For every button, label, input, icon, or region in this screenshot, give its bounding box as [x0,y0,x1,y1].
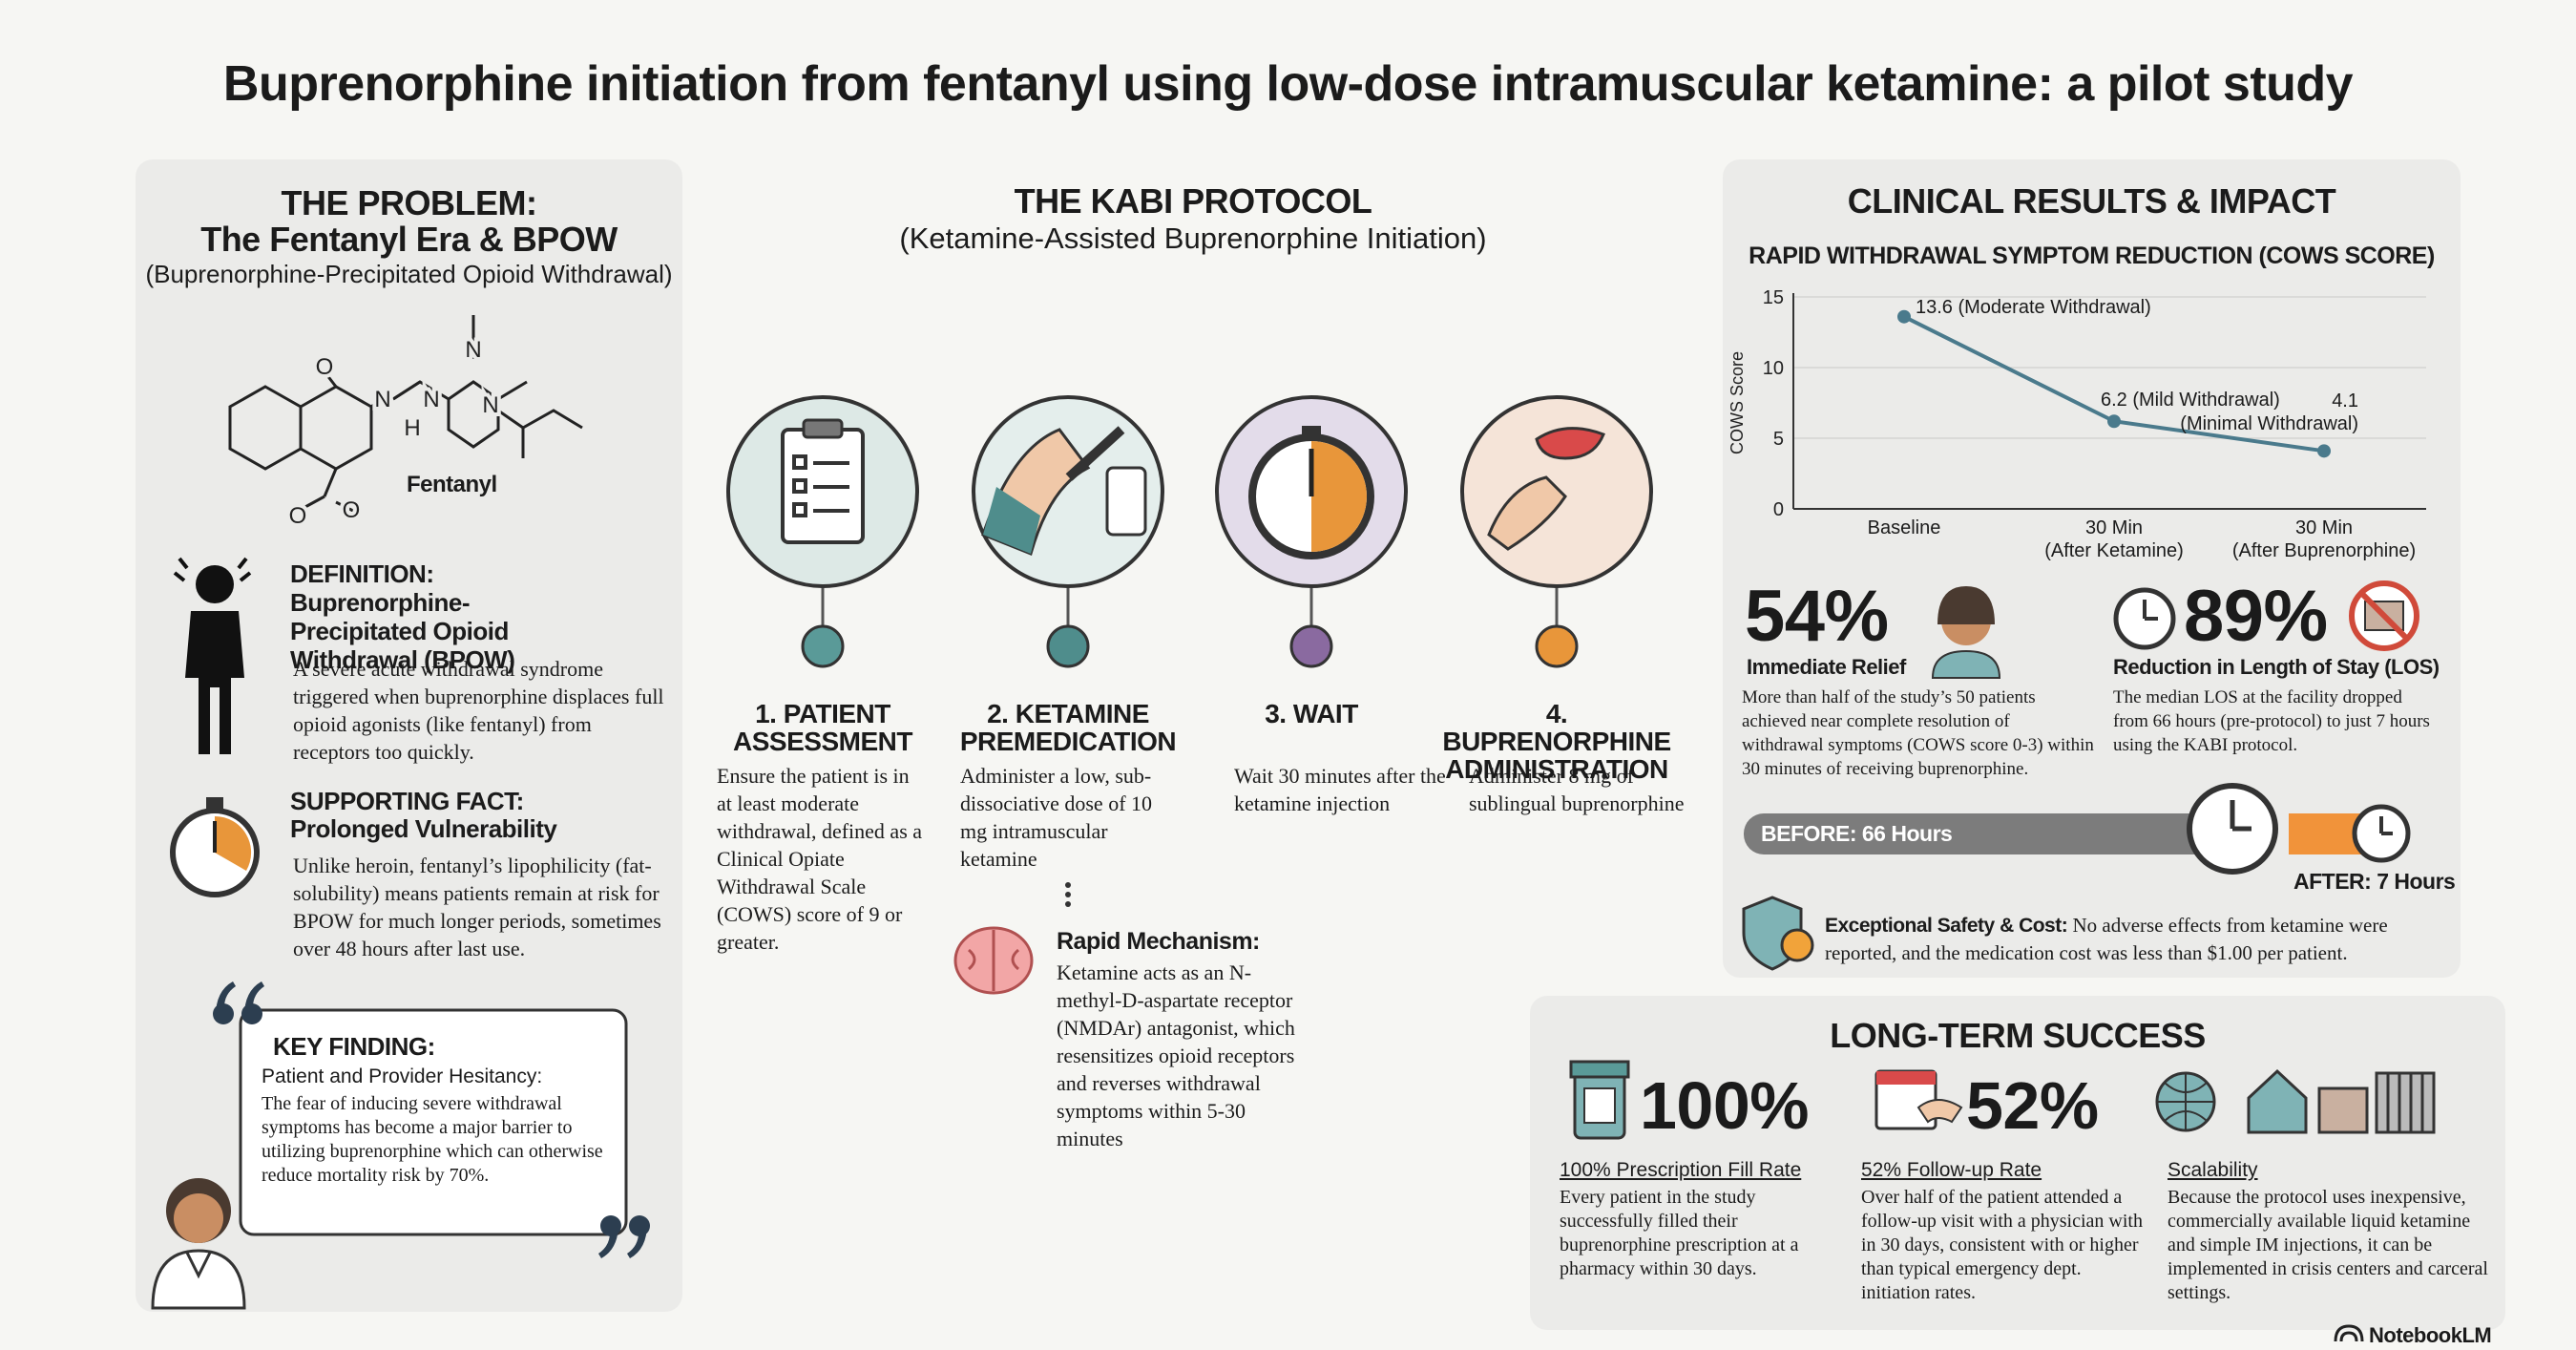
atom-label: N [465,337,481,363]
y-tick-label: 5 [1773,429,1784,450]
protocol-heading: THE KABI PROTOCOL [1014,181,1372,221]
atom-label: O [289,503,307,529]
los-after: AFTER: 7 Hours [2293,869,2456,894]
stat-value: 54% [1745,576,1889,657]
y-tick-label: 0 [1773,499,1784,520]
data-point [2107,414,2121,429]
results-icons [1742,580,2419,971]
definition-text: A severe acute withdrawal syndrome trigg… [293,657,664,764]
stat-text: More than half of the study’s 50 patient… [1742,687,2094,779]
long-term-panel [1530,996,2505,1330]
mechanism-text: Ketamine acts as an N-methyl-D-aspartate… [1057,960,1295,1150]
protocol-steps-art [726,395,1653,995]
molecule-drawing [228,315,583,514]
atom-label: N [423,387,439,412]
definition-title: Buprenorphine-Precipitated Opioid Withdr… [290,588,515,674]
stat-text: The median LOS at the facility dropped f… [2113,687,2430,755]
results-heading: CLINICAL RESULTS & IMPACT [1847,181,2336,221]
step-text: Ensure the patient is in at least modera… [717,764,923,954]
stress-icon [173,557,252,754]
long-term-value: 100% [1640,1068,1810,1143]
stat-value: 89% [2184,576,2328,657]
safety-text: No adverse effects from ketamine were re… [1825,914,2388,964]
long-term-value: 52% [1966,1068,2099,1143]
x-tick-label: Baseline [1867,517,1941,538]
mechanism-title: Rapid Mechanism: [1057,928,1260,955]
key-finding-title: Patient and Provider Hesitancy: [262,1065,543,1087]
section-note: (Buprenorphine-Precipitated Opioid Withd… [145,260,673,288]
safety-note: Exceptional Safety & Cost: No adverse ef… [1825,912,2436,966]
y-axis-label: COWS Score [1728,351,1747,454]
long-term-label: 52% Follow-up Rate [1861,1159,2042,1181]
quote-marks [213,981,650,1258]
step-title: 1. PATIENT ASSESSMENT [733,699,912,756]
los-before: BEFORE: 66 Hours [1761,821,1953,846]
atom-label: O [343,497,361,523]
brand: NotebookLM [2369,1323,2492,1347]
step-text: Administer 8 mg of sublingual buprenorph… [1469,764,1685,815]
data-point [1897,309,1911,324]
long-term-heading: LONG-TERM SUCCESS [1830,1016,2206,1055]
key-finding-label: KEY FINDING: [273,1032,435,1061]
step-title: 3. WAIT [1265,699,1358,728]
quote-box [239,1008,628,1236]
value-label: 13.6 (Moderate Withdrawal) [1916,296,2151,318]
fact-text: Unlike heroin, fentanyl’s lipophilicity … [293,854,661,960]
atom-label: N [374,387,390,412]
long-term-text: Because the protocol uses inexpensive, c… [2168,1187,2488,1303]
y-tick-label: 15 [1763,287,1784,308]
doctor-icon [151,1178,246,1310]
section-subheading: The Fentanyl Era & BPOW [200,220,618,259]
before-bar [1744,813,2219,854]
step-title: 2. KETAMINE PREMEDICATION [959,699,1177,756]
section-heading: THE PROBLEM: [281,183,538,222]
atom-label: H [404,415,420,441]
step-title: 4. BUPRENORPHINE ADMINISTRATION [1442,699,1671,784]
fact-label: SUPPORTING FACT: [290,787,524,815]
safety-label: Exceptional Safety & Cost: [1825,915,2068,937]
y-tick-label: 10 [1763,358,1784,379]
stopwatch-icon [170,797,260,897]
atom-label: O [316,354,334,380]
long-term-label: 100% Prescription Fill Rate [1560,1159,1802,1181]
line-chart: 0 5 10 15 COWS Score [1728,287,2426,520]
long-term-text: Over half of the patient attended a foll… [1861,1187,2143,1303]
protocol-subheading: (Ketamine-Assisted Buprenorphine Initiat… [899,221,1487,255]
value-label: 6.2 (Mild Withdrawal) [2101,390,2280,411]
fact-title: Prolonged Vulnerability [290,814,557,843]
long-term-label: Scalability [2168,1159,2258,1181]
key-finding-text: The fear of inducing severe withdrawal s… [262,1093,603,1186]
brand-icon [2334,1324,2364,1342]
value-label: 4.1 (Minimal Withdrawal) [2180,390,2358,435]
x-tick-label: 30 Min (After Ketamine) [2044,517,2184,561]
stat-label: Reduction in Length of Stay (LOS) [2113,655,2440,679]
long-term-text: Every patient in the study successfully … [1560,1187,1799,1279]
stat-label: Immediate Relief [1747,655,1906,679]
step-text: Administer a low, sub-dissociative dose … [960,764,1153,871]
step-text: Wait 30 minutes after the ketamine injec… [1234,764,1446,815]
page-title: Buprenorphine initiation from fentanyl u… [222,56,2354,112]
definition-label: DEFINITION: [290,559,434,588]
atom-label: N [482,392,498,418]
long-term-icons [1569,1060,2436,1140]
x-tick-label: 30 Min (After Buprenorphine) [2231,517,2417,561]
chart-title: RAPID WITHDRAWAL SYMPTOM REDUCTION (COWS… [1749,243,2435,269]
molecule-label: Fentanyl [407,472,497,497]
data-point [2317,444,2331,458]
